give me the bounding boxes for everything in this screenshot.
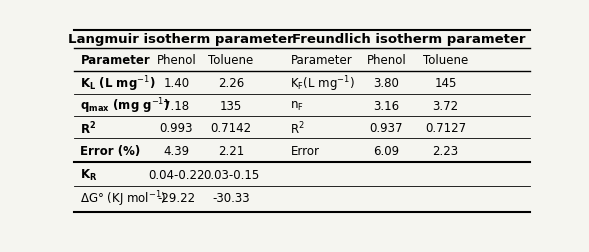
Text: 1.40: 1.40 — [163, 77, 190, 90]
Text: 6.09: 6.09 — [373, 144, 399, 157]
Text: Parameter: Parameter — [81, 54, 150, 67]
Text: Parameter: Parameter — [290, 54, 352, 67]
Text: Error (%): Error (%) — [81, 144, 141, 157]
Text: 3.16: 3.16 — [373, 100, 399, 112]
Text: Phenol: Phenol — [366, 54, 406, 67]
Text: 0.7127: 0.7127 — [425, 122, 466, 135]
Text: 0.7142: 0.7142 — [210, 122, 252, 135]
Text: 0.937: 0.937 — [369, 122, 403, 135]
Text: q$_\mathregular{max}$ (mg g$^{-1}$): q$_\mathregular{max}$ (mg g$^{-1}$) — [81, 96, 170, 116]
Text: 2.21: 2.21 — [218, 144, 244, 157]
Text: 2.26: 2.26 — [218, 77, 244, 90]
Text: Toluene: Toluene — [423, 54, 468, 67]
Text: n$_\mathregular{F}$: n$_\mathregular{F}$ — [290, 99, 304, 112]
Text: 0.03-0.15: 0.03-0.15 — [203, 168, 259, 181]
Text: K$_\mathregular{R}$: K$_\mathregular{R}$ — [81, 167, 98, 182]
Text: 3.72: 3.72 — [432, 100, 459, 112]
Text: ΔG° (KJ mol$^{-1}$): ΔG° (KJ mol$^{-1}$) — [81, 188, 167, 208]
Text: -30.33: -30.33 — [212, 192, 250, 205]
Text: Toluene: Toluene — [209, 54, 254, 67]
Text: 0.993: 0.993 — [160, 122, 193, 135]
Text: 7.18: 7.18 — [163, 100, 190, 112]
Text: K$_\mathregular{L}$ (L mg$^{-1}$): K$_\mathregular{L}$ (L mg$^{-1}$) — [81, 74, 156, 93]
Text: R$^\mathregular{2}$: R$^\mathregular{2}$ — [290, 120, 305, 137]
Text: 2.23: 2.23 — [432, 144, 459, 157]
Text: 4.39: 4.39 — [163, 144, 190, 157]
Text: Error: Error — [290, 144, 319, 157]
Text: 145: 145 — [435, 77, 457, 90]
Text: K$_\mathregular{F}$(L mg$^{-1}$): K$_\mathregular{F}$(L mg$^{-1}$) — [290, 74, 355, 93]
Text: R$^\mathregular{2}$: R$^\mathregular{2}$ — [81, 120, 97, 137]
Text: Freundlich isotherm parameter: Freundlich isotherm parameter — [292, 33, 526, 45]
Text: Langmuir isotherm parameter: Langmuir isotherm parameter — [68, 33, 294, 45]
Text: 0.04-0.22: 0.04-0.22 — [148, 168, 204, 181]
Text: Phenol: Phenol — [157, 54, 196, 67]
Text: 135: 135 — [220, 100, 242, 112]
Text: 3.80: 3.80 — [373, 77, 399, 90]
Text: -29.22: -29.22 — [157, 192, 196, 205]
